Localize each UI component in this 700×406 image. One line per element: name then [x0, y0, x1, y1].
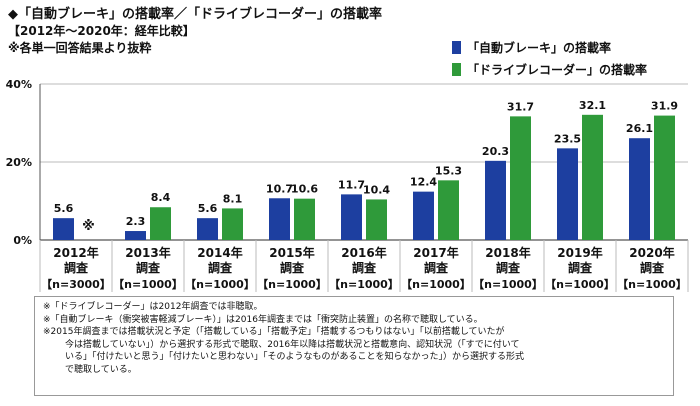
x-tick-label: 調査: [352, 260, 377, 275]
data-label: 31.9: [651, 100, 678, 113]
bar-drive-recorder: [222, 208, 243, 240]
y-tick-label: 0%: [13, 234, 32, 247]
bar-drive-recorder: [294, 198, 315, 240]
legend-swatch-blue: [452, 40, 461, 54]
x-tick-label: 調査: [568, 260, 593, 275]
x-tick-label: 2016年: [341, 245, 386, 260]
bar-drive-recorder: [150, 207, 171, 240]
x-tick-label: 調査: [280, 260, 305, 275]
data-label: 10.7: [266, 182, 293, 195]
bar-drive-recorder: [366, 199, 387, 240]
data-label: 26.1: [626, 122, 653, 135]
chart-subnote: ※各単一回答結果より抜粋: [8, 41, 152, 55]
y-tick-label: 20%: [6, 156, 32, 169]
bar-drive-recorder: [510, 116, 531, 240]
data-label: 23.5: [554, 132, 581, 145]
x-tick-label: 調査: [496, 260, 521, 275]
bar-drive-recorder: [654, 115, 675, 240]
x-tick-label: 2013年: [125, 245, 170, 260]
x-tick-label: 調査: [640, 260, 665, 275]
legend-item-auto-brake: 「自動ブレーキ」の搭載率: [452, 36, 647, 58]
data-label: 20.3: [482, 145, 509, 158]
bar-drive-recorder: [438, 180, 459, 240]
bar-drive-recorder: [582, 114, 603, 240]
bar-auto-brake: [413, 191, 434, 240]
x-tick-label: 2019年: [557, 245, 602, 260]
bar-auto-brake: [485, 160, 506, 240]
sample-size-label: 【n=1000】: [617, 278, 687, 291]
chart-title: ◆「自動ブレーキ」の搭載率／「ドライブレコーダー」の搭載率: [8, 7, 382, 22]
legend-label-drive-recorder: 「ドライブレコーダー」の搭載率: [467, 62, 648, 77]
footnote: で聴取している。: [65, 364, 137, 375]
footnote: ※「ドライブレコーダー」は2012年調査では非聴取。: [43, 302, 263, 312]
x-tick-label: 調査: [208, 260, 233, 275]
data-label: 31.7: [507, 100, 534, 113]
footnote: いる」「付けたいと思う」「付けたいと思わない」「そのようなものがあることを知らな…: [65, 352, 525, 362]
sample-size-label: 【n=1000】: [113, 278, 183, 291]
x-tick-label: 2018年: [485, 245, 530, 260]
data-label: 10.4: [363, 183, 390, 196]
chart-legend: 「自動ブレーキ」の搭載率 「ドライブレコーダー」の搭載率: [452, 36, 647, 80]
x-tick-label: 2014年: [197, 245, 242, 260]
sample-size-label: 【n=1000】: [473, 278, 543, 291]
legend-item-drive-recorder: 「ドライブレコーダー」の搭載率: [452, 58, 647, 80]
chart-header: ◆「自動ブレーキ」の搭載率／「ドライブレコーダー」の搭載率 【2012年～202…: [8, 6, 382, 57]
bar-auto-brake: [125, 231, 146, 240]
bar-chart: 0%20%40%5.6※2012年調査【n=3000】2.38.42013年調査…: [6, 78, 689, 292]
x-tick-label: 調査: [136, 260, 161, 275]
bar-auto-brake: [557, 148, 578, 240]
data-label: 8.1: [223, 192, 243, 205]
footnote: 今は搭載していない」）から選択する形式で聴取、2016年以降は搭載状況と搭載意向…: [65, 339, 520, 350]
bar-auto-brake: [629, 138, 650, 240]
footnote: ※2015年調査までは搭載状況と予定（「搭載している」「搭載予定」「搭載するつも…: [43, 327, 505, 337]
data-label: 8.4: [151, 191, 171, 204]
data-label: 32.1: [579, 99, 606, 112]
x-tick-label: 2015年: [269, 245, 314, 260]
bar-auto-brake: [197, 218, 218, 240]
y-tick-label: 40%: [6, 78, 32, 91]
data-label: 11.7: [338, 178, 365, 191]
sample-size-label: 【n=1000】: [257, 278, 327, 291]
chart-subtitle: 【2012年～2020年：経年比較】: [8, 24, 195, 38]
data-label: 5.6: [54, 202, 74, 215]
legend-swatch-green: [452, 62, 461, 76]
data-label: 15.3: [435, 164, 462, 177]
footnote: ※「自動ブレーキ（衝突被害軽減ブレーキ）」は2016年調査までは「衝突防止装置」…: [43, 314, 483, 325]
sample-size-label: 【n=1000】: [545, 278, 615, 291]
data-label: 12.4: [410, 176, 437, 189]
sample-size-label: 【n=1000】: [329, 278, 399, 291]
footnotes-box: ※「ドライブレコーダー」は2012年調査では非聴取。 ※「自動ブレーキ（衝突被害…: [34, 296, 674, 396]
x-tick-label: 調査: [424, 260, 449, 275]
bar-auto-brake: [341, 194, 362, 240]
sample-size-label: 【n=1000】: [185, 278, 255, 291]
bar-auto-brake: [53, 218, 74, 240]
data-label: 2.3: [126, 215, 146, 228]
data-label: 5.6: [198, 202, 218, 215]
x-tick-label: 2017年: [413, 245, 458, 260]
sample-size-label: 【n=3000】: [41, 278, 111, 291]
sample-size-label: 【n=1000】: [401, 278, 471, 291]
legend-label-auto-brake: 「自動ブレーキ」の搭載率: [467, 40, 612, 55]
x-tick-label: 調査: [64, 260, 89, 275]
x-tick-label: 2020年: [629, 245, 674, 260]
x-tick-label: 2012年: [53, 245, 98, 260]
missing-marker: ※: [82, 219, 95, 234]
bar-auto-brake: [269, 198, 290, 240]
data-label: 10.6: [291, 183, 318, 196]
